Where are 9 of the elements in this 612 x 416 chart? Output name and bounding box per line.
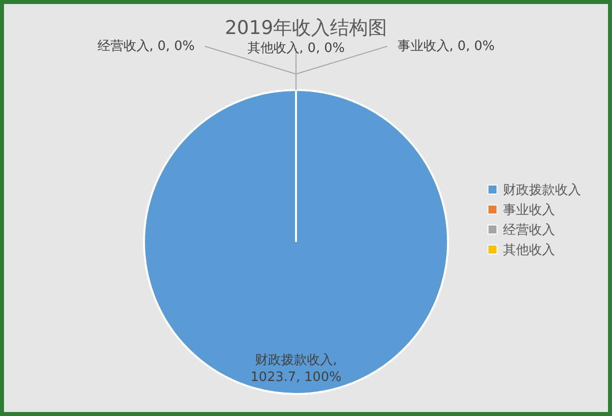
legend-label: 其他收入 [503, 243, 555, 258]
chart-title: 2019年收入结构图 [224, 17, 388, 39]
data-label: 财政拨款收入, 1023.7, 100% [250, 353, 342, 386]
text: 事业收入, 0, 0% [397, 39, 495, 54]
text: 经营收入, 0, 0% [97, 39, 195, 54]
legend-label: 经营收入 [503, 223, 555, 238]
text: 其他收入, 0, 0% [247, 41, 345, 56]
legend-label: 事业收入 [503, 203, 555, 218]
legend-label: 财政拨款收入 [503, 183, 581, 198]
